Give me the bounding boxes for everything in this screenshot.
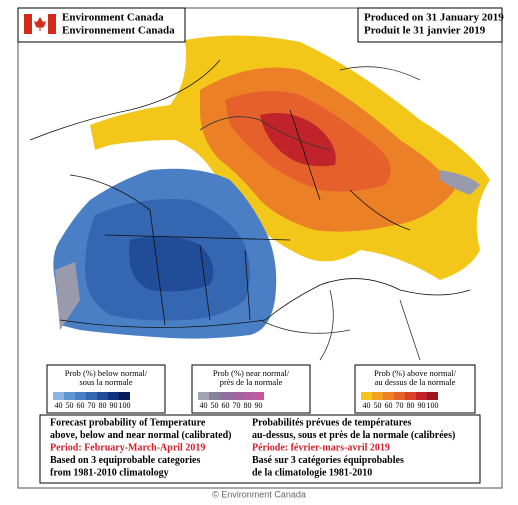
legend-tick: 40 bbox=[55, 401, 63, 410]
note-line: Basé sur 3 catégories équiprobables bbox=[252, 455, 404, 466]
notes-box bbox=[39, 414, 481, 484]
legend-swatch bbox=[86, 392, 97, 400]
legend-tick: 70 bbox=[88, 401, 96, 410]
legend-swatch bbox=[394, 392, 405, 400]
legend-tick: 90 bbox=[418, 401, 426, 410]
org-fr: Environnement Canada bbox=[62, 25, 175, 37]
credit: © Environment Canada bbox=[212, 489, 306, 499]
legend-swatch bbox=[198, 392, 209, 400]
note-line: de la climatologie 1981-2010 bbox=[252, 467, 372, 478]
legend-tick: 50 bbox=[374, 401, 382, 410]
flag bbox=[24, 14, 56, 34]
note-line: au-dessus, sous et près de la normale (c… bbox=[252, 430, 455, 441]
legend-swatch bbox=[242, 392, 253, 400]
legend-tick: 100 bbox=[119, 401, 131, 410]
legend-swatch bbox=[64, 392, 75, 400]
note-line: above, below and near normal (calibrated… bbox=[50, 430, 231, 441]
legend-title: près de la normale bbox=[220, 377, 283, 387]
legend-swatch bbox=[209, 392, 220, 400]
boundaries bbox=[29, 59, 471, 361]
legend-swatch bbox=[253, 392, 264, 400]
produced-en: Produced on 31 January 2019 bbox=[364, 12, 504, 24]
legend-box bbox=[191, 364, 311, 414]
legend-tick: 40 bbox=[363, 401, 371, 410]
legend-tick: 40 bbox=[200, 401, 208, 410]
legend-title: Prob (%) above normal/ bbox=[374, 368, 457, 378]
legend-tick: 50 bbox=[211, 401, 219, 410]
legend-swatch bbox=[108, 392, 119, 400]
legend-tick: 90 bbox=[255, 401, 263, 410]
legend-swatch bbox=[405, 392, 416, 400]
legend-title: Prob (%) near normal/ bbox=[213, 368, 290, 378]
legend-swatch bbox=[53, 392, 64, 400]
produced-box bbox=[357, 7, 503, 43]
legend-swatch bbox=[416, 392, 427, 400]
note-line: from 1981-2010 climatology bbox=[50, 467, 169, 478]
near-west bbox=[55, 262, 80, 330]
legend-swatch bbox=[97, 392, 108, 400]
near-40 bbox=[440, 170, 480, 195]
legend-tick: 100 bbox=[427, 401, 439, 410]
legend-tick: 60 bbox=[222, 401, 230, 410]
legend-swatch bbox=[383, 392, 394, 400]
legend-tick: 80 bbox=[99, 401, 107, 410]
legend-tick: 80 bbox=[244, 401, 252, 410]
note-line: Period: February-March-April 2019 bbox=[50, 442, 205, 453]
legend-swatch bbox=[361, 392, 372, 400]
legend-tick: 60 bbox=[385, 401, 393, 410]
legend-swatch bbox=[75, 392, 86, 400]
legend-tick: 70 bbox=[233, 401, 241, 410]
produced-fr: Produit le 31 janvier 2019 bbox=[364, 25, 486, 37]
below-80 bbox=[129, 236, 214, 292]
note-line: Probabilités prévues de températures bbox=[252, 417, 411, 428]
org-en: Environment Canada bbox=[62, 12, 164, 24]
legend-tick: 80 bbox=[407, 401, 415, 410]
note-line: Based on 3 equiprobable categories bbox=[50, 455, 200, 466]
legend-swatch bbox=[119, 392, 130, 400]
legend-box bbox=[46, 364, 166, 414]
legend-title: Prob (%) below normal/ bbox=[65, 368, 148, 378]
legend-title: sous la normale bbox=[79, 377, 133, 387]
note-line: Forecast probability of Temperature bbox=[50, 417, 206, 428]
legend-box bbox=[354, 364, 476, 414]
note-line: Période: février-mars-avril 2019 bbox=[252, 442, 390, 453]
legend-tick: 90 bbox=[110, 401, 118, 410]
legend-title: au dessus de la normale bbox=[375, 377, 456, 387]
legend-swatch bbox=[427, 392, 438, 400]
legend-tick: 60 bbox=[77, 401, 85, 410]
legend-tick: 50 bbox=[66, 401, 74, 410]
legend-swatch bbox=[231, 392, 242, 400]
legend-swatch bbox=[220, 392, 231, 400]
legend-swatch bbox=[372, 392, 383, 400]
map bbox=[29, 35, 490, 361]
legend-tick: 70 bbox=[396, 401, 404, 410]
